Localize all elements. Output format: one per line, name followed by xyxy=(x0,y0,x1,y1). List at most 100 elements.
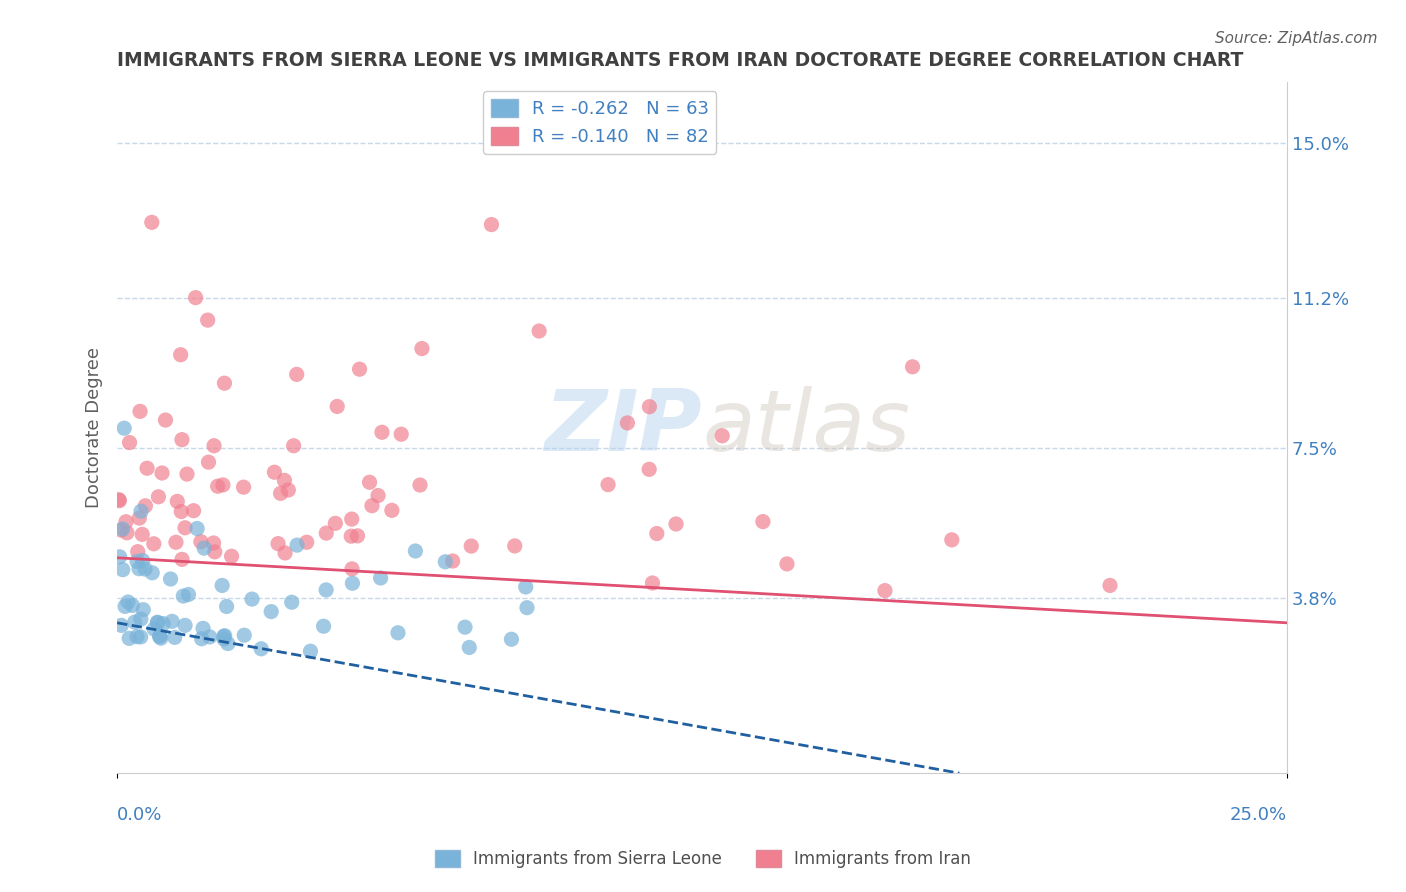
Sierra Leone xyxy=(233,628,256,642)
Iran xyxy=(285,368,308,382)
Iran xyxy=(115,525,138,540)
Sierra Leone xyxy=(146,615,169,630)
Text: IMMIGRANTS FROM SIERRA LEONE VS IMMIGRANTS FROM IRAN DOCTORATE DEGREE CORRELATIO: IMMIGRANTS FROM SIERRA LEONE VS IMMIGRAN… xyxy=(117,51,1243,70)
Iran xyxy=(142,537,165,551)
Sierra Leone xyxy=(172,589,194,603)
Text: ZIP: ZIP xyxy=(544,386,702,469)
Iran xyxy=(295,535,318,549)
Legend: R = -0.262   N = 63, R = -0.140   N = 82: R = -0.262 N = 63, R = -0.140 N = 82 xyxy=(484,91,717,153)
Iran xyxy=(136,461,159,475)
Sierra Leone xyxy=(214,629,236,643)
Iran xyxy=(150,466,173,480)
Text: atlas: atlas xyxy=(702,386,910,469)
Text: 25.0%: 25.0% xyxy=(1230,805,1286,823)
Sierra Leone xyxy=(129,630,152,644)
Sierra Leone xyxy=(143,622,166,636)
Iran xyxy=(148,490,170,504)
Iran xyxy=(274,546,297,560)
Y-axis label: Doctorate Degree: Doctorate Degree xyxy=(86,347,103,508)
Iran xyxy=(108,492,131,507)
Iran xyxy=(460,539,482,553)
Iran xyxy=(441,554,464,568)
Sierra Leone xyxy=(128,562,150,576)
Iran xyxy=(118,435,141,450)
Sierra Leone xyxy=(217,636,239,650)
Sierra Leone xyxy=(250,641,273,656)
Sierra Leone xyxy=(134,562,156,576)
Iran xyxy=(128,511,150,525)
Sierra Leone xyxy=(112,421,135,435)
Iran xyxy=(503,539,526,553)
Text: 0.0%: 0.0% xyxy=(117,805,163,823)
Sierra Leone xyxy=(186,521,208,535)
Iran xyxy=(270,486,292,500)
Iran xyxy=(638,400,661,414)
Sierra Leone xyxy=(212,632,235,646)
Sierra Leone xyxy=(434,555,457,569)
Iran xyxy=(115,515,138,529)
Sierra Leone xyxy=(299,644,322,658)
Iran xyxy=(131,527,153,541)
Sierra Leone xyxy=(131,553,153,567)
Iran xyxy=(170,504,193,518)
Iran xyxy=(371,425,394,440)
Sierra Leone xyxy=(129,504,152,518)
Iran xyxy=(349,362,371,376)
Iran xyxy=(155,413,177,427)
Iran xyxy=(212,478,235,492)
Sierra Leone xyxy=(141,566,163,580)
Iran xyxy=(190,534,212,549)
Sierra Leone xyxy=(163,631,186,645)
Sierra Leone xyxy=(212,629,235,643)
Sierra Leone xyxy=(387,625,409,640)
Iran xyxy=(207,479,229,493)
Iran xyxy=(197,455,219,469)
Sierra Leone xyxy=(370,571,392,585)
Iran xyxy=(381,503,404,517)
Iran xyxy=(197,313,219,327)
Text: Source: ZipAtlas.com: Source: ZipAtlas.com xyxy=(1215,31,1378,46)
Iran xyxy=(204,545,226,559)
Sierra Leone xyxy=(174,618,197,632)
Iran xyxy=(166,494,188,508)
Sierra Leone xyxy=(215,599,238,614)
Iran xyxy=(232,480,254,494)
Sierra Leone xyxy=(110,618,132,632)
Iran xyxy=(752,515,775,529)
Iran xyxy=(645,526,668,541)
Iran xyxy=(283,439,305,453)
Iran xyxy=(641,576,664,591)
Iran xyxy=(1098,578,1121,592)
Sierra Leone xyxy=(129,612,152,626)
Sierra Leone xyxy=(191,621,214,635)
Iran xyxy=(263,465,285,479)
Iran xyxy=(901,359,924,374)
Iran xyxy=(134,499,156,513)
Sierra Leone xyxy=(111,563,134,577)
Sierra Leone xyxy=(125,630,148,644)
Sierra Leone xyxy=(190,632,212,646)
Iran xyxy=(170,433,193,447)
Sierra Leone xyxy=(132,603,155,617)
Iran xyxy=(108,493,131,508)
Iran xyxy=(174,521,197,535)
Iran xyxy=(127,544,149,558)
Sierra Leone xyxy=(193,541,215,556)
Iran xyxy=(165,535,187,549)
Legend: Immigrants from Sierra Leone, Immigrants from Iran: Immigrants from Sierra Leone, Immigrants… xyxy=(429,843,977,875)
Iran xyxy=(110,523,132,537)
Iran xyxy=(711,429,734,443)
Sierra Leone xyxy=(159,572,181,586)
Sierra Leone xyxy=(152,616,174,631)
Iran xyxy=(214,376,236,391)
Iran xyxy=(361,499,384,513)
Sierra Leone xyxy=(501,632,523,647)
Iran xyxy=(277,483,299,497)
Sierra Leone xyxy=(404,544,426,558)
Sierra Leone xyxy=(111,522,134,536)
Iran xyxy=(183,504,205,518)
Iran xyxy=(941,533,963,547)
Sierra Leone xyxy=(315,582,337,597)
Iran xyxy=(411,342,433,356)
Sierra Leone xyxy=(124,615,146,629)
